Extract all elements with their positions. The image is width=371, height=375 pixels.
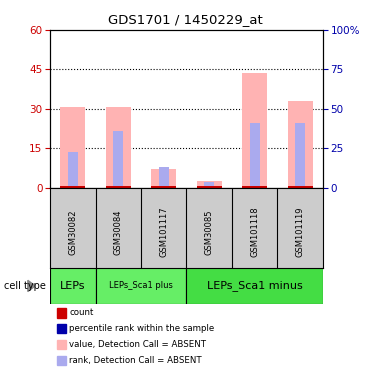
Text: count: count: [69, 308, 94, 317]
Bar: [187, 268, 323, 304]
Bar: [159, 166, 169, 188]
Bar: [204, 182, 214, 188]
Text: percentile rank within the sample: percentile rank within the sample: [69, 324, 215, 333]
Bar: [50, 268, 96, 304]
Text: GSM101119: GSM101119: [296, 207, 305, 257]
Text: LEPs_Sca1 minus: LEPs_Sca1 minus: [207, 280, 302, 291]
Bar: [151, 169, 176, 188]
Text: GSM30084: GSM30084: [114, 209, 123, 255]
Text: value, Detection Call = ABSENT: value, Detection Call = ABSENT: [69, 340, 206, 349]
Bar: [151, 186, 176, 188]
Bar: [295, 123, 305, 188]
Bar: [68, 152, 78, 188]
Text: LEPs: LEPs: [60, 281, 86, 291]
Text: GDS1701 / 1450229_at: GDS1701 / 1450229_at: [108, 13, 263, 26]
Bar: [288, 101, 312, 188]
Bar: [113, 131, 123, 188]
Text: GSM30085: GSM30085: [205, 209, 214, 255]
Bar: [106, 186, 131, 188]
Bar: [60, 107, 85, 188]
Bar: [60, 186, 85, 188]
Bar: [250, 123, 260, 188]
Bar: [242, 74, 267, 188]
Bar: [96, 268, 187, 304]
Bar: [197, 186, 221, 188]
Text: GSM101118: GSM101118: [250, 207, 259, 257]
Text: cell type: cell type: [4, 281, 46, 291]
Bar: [288, 186, 312, 188]
Text: rank, Detection Call = ABSENT: rank, Detection Call = ABSENT: [69, 356, 202, 364]
Bar: [242, 186, 267, 188]
Text: LEPs_Sca1 plus: LEPs_Sca1 plus: [109, 281, 173, 290]
Text: GSM101117: GSM101117: [159, 207, 168, 257]
Bar: [106, 107, 131, 188]
Bar: [197, 181, 221, 188]
Text: GSM30082: GSM30082: [68, 209, 77, 255]
